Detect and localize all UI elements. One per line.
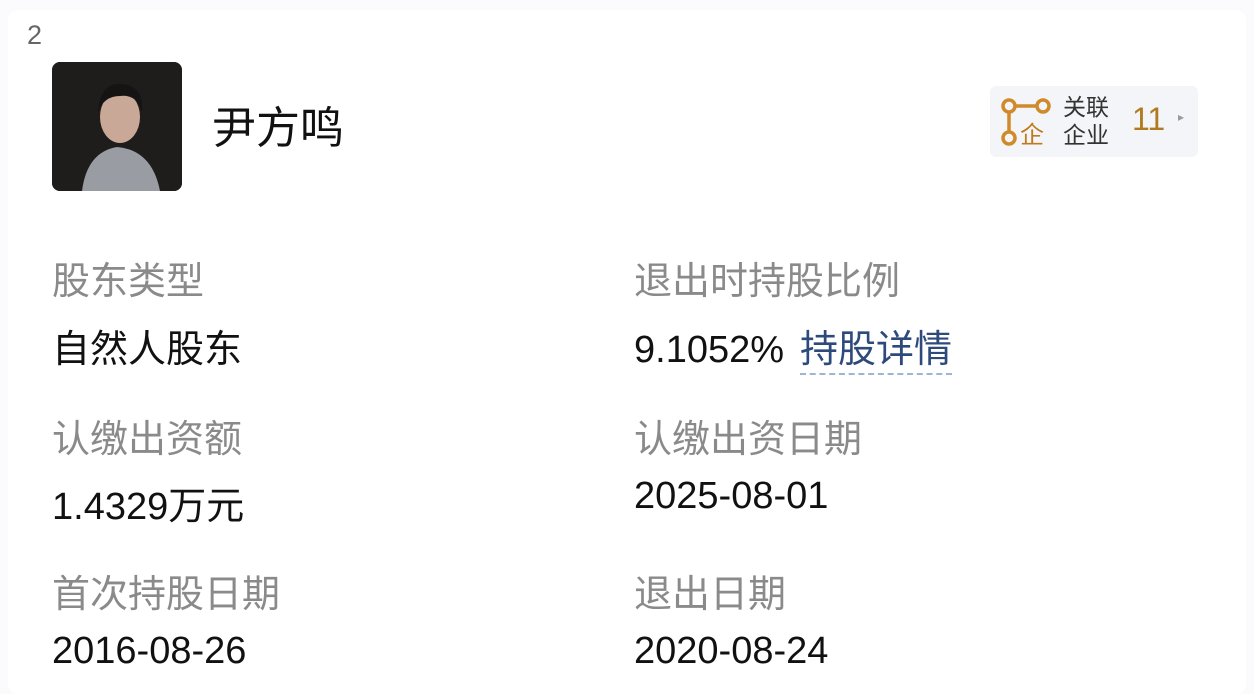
- chevron-right-icon: ▸: [1178, 110, 1185, 124]
- first-holding-date-value: 2016-08-26: [52, 630, 247, 672]
- person-name[interactable]: 尹方鸣: [212, 104, 344, 153]
- related-label-2: 企业: [1063, 122, 1109, 148]
- subscription-date-label: 认缴出资日期: [634, 419, 863, 461]
- shareholder-type-value: 自然人股东: [52, 329, 243, 371]
- exit-ratio-value: 9.1052%: [634, 329, 785, 371]
- item-index: 2: [27, 20, 43, 50]
- related-label-1: 关联: [1063, 94, 1109, 120]
- related-count: 11: [1132, 101, 1166, 137]
- avatar[interactable]: [52, 62, 182, 191]
- holding-details-link[interactable]: 持股详情: [800, 329, 953, 375]
- subscription-date-value: 2025-08-01: [634, 475, 829, 517]
- exit-date-value: 2020-08-24: [634, 630, 829, 672]
- subscribed-amount-label: 认缴出资额: [52, 419, 243, 461]
- shareholder-type-label: 股东类型: [52, 261, 205, 303]
- exit-date-label: 退出日期: [634, 574, 787, 616]
- exit-ratio-label: 退出时持股比例: [634, 261, 901, 303]
- related-company-icon: 企: [1000, 96, 1052, 153]
- related-companies-button[interactable]: 企 关联 企业 11 ▸: [990, 86, 1198, 157]
- first-holding-date-label: 首次持股日期: [52, 574, 281, 616]
- svg-text:企: 企: [1020, 122, 1044, 148]
- subscribed-amount-value: 1.4329万元: [52, 486, 245, 528]
